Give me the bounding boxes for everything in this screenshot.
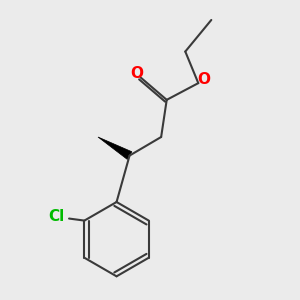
Text: O: O — [130, 66, 143, 81]
Polygon shape — [98, 137, 132, 159]
Text: O: O — [197, 72, 210, 87]
Text: Cl: Cl — [48, 209, 64, 224]
